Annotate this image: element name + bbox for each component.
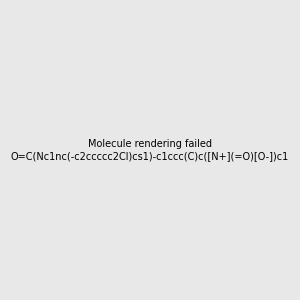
Text: Molecule rendering failed
O=C(Nc1nc(-c2ccccc2Cl)cs1)-c1ccc(C)c([N+](=O)[O-])c1: Molecule rendering failed O=C(Nc1nc(-c2c… <box>11 139 289 161</box>
